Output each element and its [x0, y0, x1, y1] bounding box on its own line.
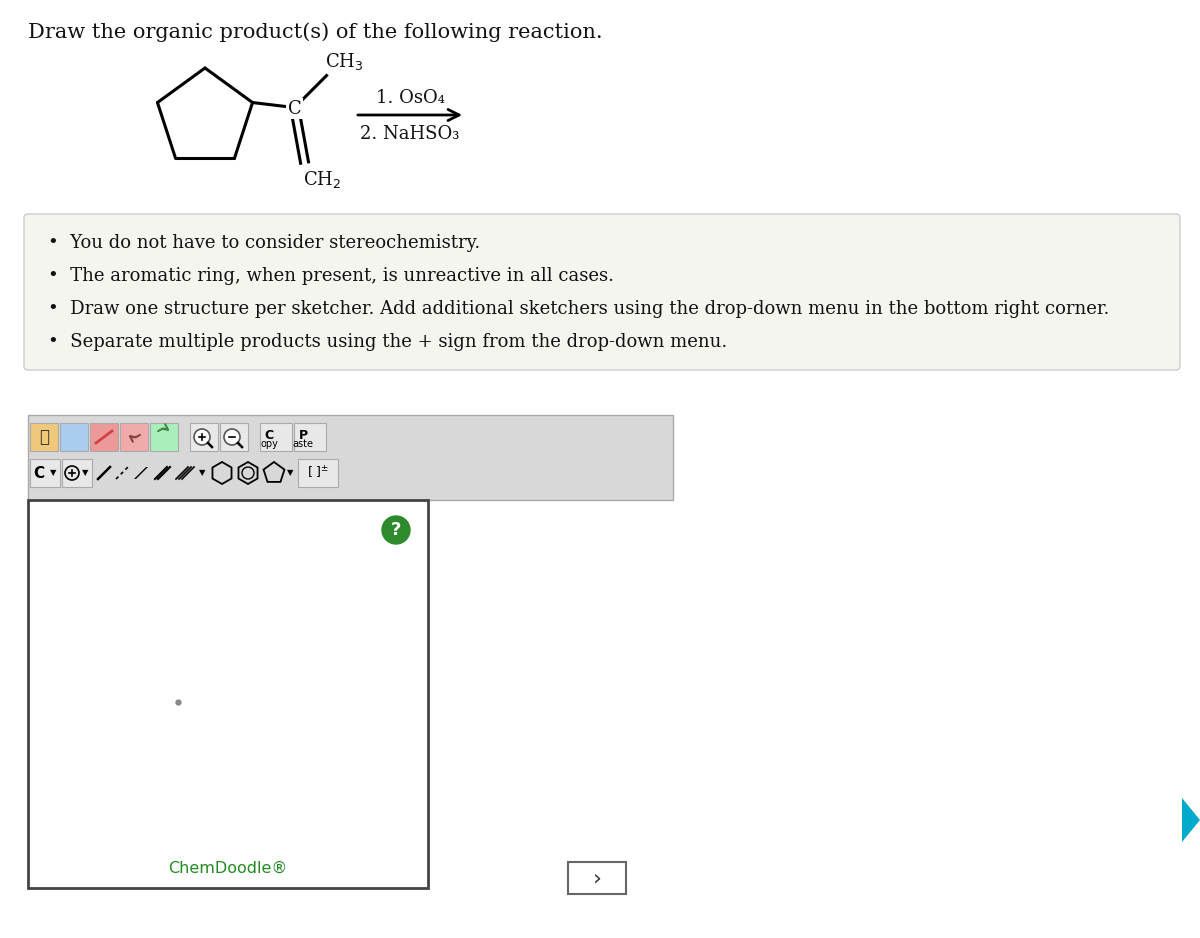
Polygon shape [134, 467, 148, 479]
Text: C: C [264, 429, 274, 442]
Bar [294, 423, 326, 451]
Bar [190, 423, 218, 451]
Text: •  The aromatic ring, when present, is unreactive in all cases.: • The aromatic ring, when present, is un… [48, 267, 614, 285]
Bar [28, 415, 673, 500]
Text: ▼: ▼ [49, 468, 56, 477]
Text: 2. NaHSO₃: 2. NaHSO₃ [360, 125, 460, 143]
Text: C: C [288, 99, 301, 117]
Text: ›: › [593, 868, 601, 888]
Text: CH$_2$: CH$_2$ [302, 169, 341, 189]
Polygon shape [1182, 798, 1200, 842]
Bar [120, 423, 148, 451]
Text: ▼: ▼ [82, 468, 89, 477]
FancyBboxPatch shape [24, 214, 1180, 370]
Text: C: C [34, 465, 44, 480]
Bar [30, 423, 58, 451]
Bar [150, 423, 178, 451]
Bar [568, 862, 626, 894]
Text: ChemDoodle®: ChemDoodle® [168, 861, 288, 876]
Text: ▼: ▼ [287, 468, 293, 477]
Bar [298, 459, 338, 487]
Text: aste: aste [293, 439, 313, 449]
Bar [90, 423, 118, 451]
Bar [260, 423, 292, 451]
Text: 1. OsO₄: 1. OsO₄ [376, 89, 444, 107]
Text: opy: opy [260, 439, 278, 449]
Text: P: P [299, 429, 307, 442]
Text: •  You do not have to consider stereochemistry.: • You do not have to consider stereochem… [48, 234, 480, 252]
Text: [ ]$^{\pm}$: [ ]$^{\pm}$ [307, 465, 329, 481]
Bar [30, 459, 60, 487]
Bar [62, 459, 92, 487]
Text: Draw the organic product(s) of the following reaction.: Draw the organic product(s) of the follo… [28, 22, 602, 41]
Circle shape [382, 516, 410, 544]
Circle shape [194, 429, 210, 445]
Text: ✋: ✋ [38, 428, 49, 446]
Bar [60, 423, 88, 451]
Text: ?: ? [391, 521, 401, 539]
Text: ▼: ▼ [199, 468, 205, 477]
Bar [220, 423, 248, 451]
Text: CH$_3$: CH$_3$ [324, 51, 364, 71]
Circle shape [224, 429, 240, 445]
Bar [28, 500, 428, 888]
Text: •  Draw one structure per sketcher. Add additional sketchers using the drop-down: • Draw one structure per sketcher. Add a… [48, 300, 1109, 318]
Text: •  Separate multiple products using the + sign from the drop-down menu.: • Separate multiple products using the +… [48, 333, 727, 351]
